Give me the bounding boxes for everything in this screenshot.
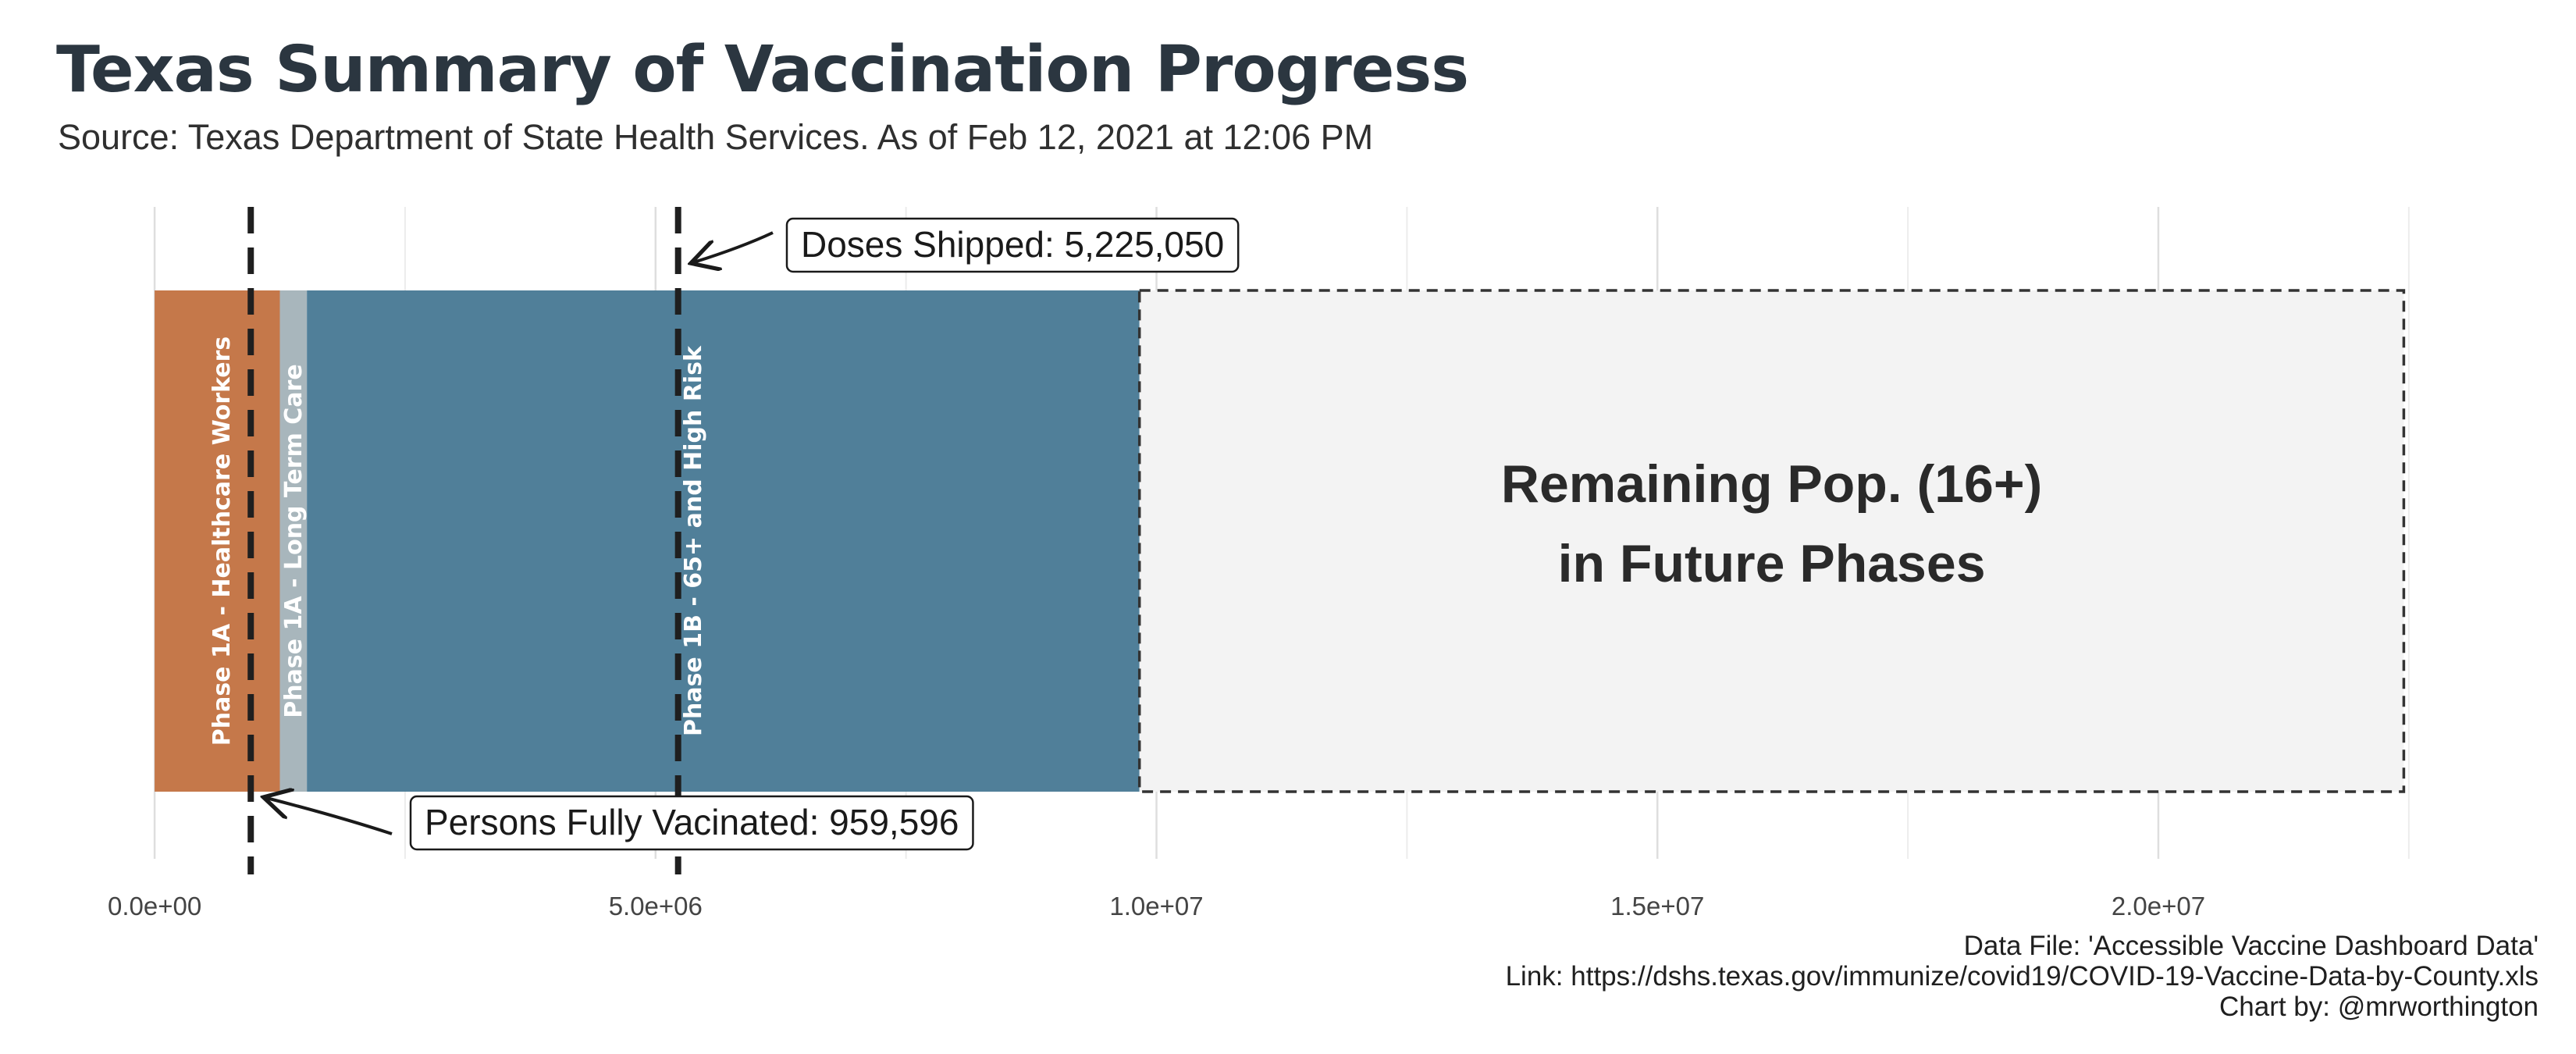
annotation-label-1: Doses Shipped: 5,225,050 [801, 224, 1224, 265]
segment-label-remaining: Remaining Pop. (16+) in Future Phases [1501, 454, 2042, 593]
annotation-box-2 [409, 795, 974, 851]
annotation-arrow-2 [266, 798, 393, 835]
segment-labels: Phase 1A - Healthcare Workers Phase 1A - … [208, 336, 2042, 746]
caption-data-file: Data File: 'Accessible Vaccine Dashboard… [1963, 931, 2539, 961]
caption-link: Link: https://dshs.texas.gov/immunize/co… [1505, 961, 2539, 992]
x-axis-ticks: 0.0e+00 5.0e+06 1.0e+07 1.5e+07 2.0e+07 [108, 892, 2205, 920]
annotation-label-2: Persons Fully Vacinated: 959,596 [425, 802, 959, 842]
annotation-arrow-1 [694, 231, 774, 262]
caption-credit: Chart by: @mrworthington [2218, 992, 2539, 1022]
bar-segment-2 [279, 290, 308, 792]
x-tick-label: 1.0e+07 [1109, 892, 1203, 920]
chart-title: Texas Summary of Vaccination Progress [56, 33, 1469, 107]
x-tick-label: 1.5e+07 [1610, 892, 1704, 920]
chart-subtitle: Source: Texas Department of State Health… [58, 117, 1374, 157]
x-tick-label: 0.0e+00 [108, 892, 201, 920]
bar-segment-4 [1137, 289, 2406, 793]
segment-label-3: Phase 1B - 65+ and High Risk [680, 345, 707, 736]
bar-segment-1 [155, 290, 280, 792]
x-tick-label: 5.0e+06 [609, 892, 703, 920]
segment-label-1: Phase 1A - Healthcare Workers [208, 336, 236, 746]
bar-segments [155, 289, 2406, 793]
bar-segment-3 [307, 290, 1140, 792]
reference-lines [247, 207, 681, 874]
x-tick-label: 2.0e+07 [2112, 892, 2205, 920]
chart-caption: Data File: 'Accessible Vaccine Dashboard… [1506, 931, 2539, 1022]
annotations: Doses Shipped: 5,225,050 Persons Fully Va… [266, 217, 1240, 851]
segment-label-2: Phase 1A - Long Term Care [280, 364, 308, 718]
annotation-box-1 [785, 217, 1240, 273]
